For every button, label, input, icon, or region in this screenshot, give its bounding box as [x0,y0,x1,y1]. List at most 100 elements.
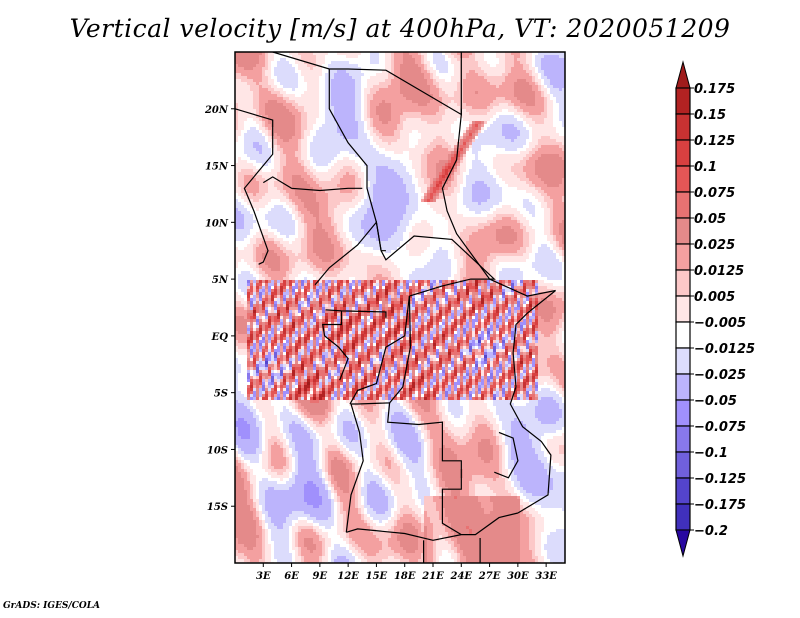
field-cell [523,172,526,175]
field-cell [319,70,322,73]
field-cell [547,187,550,190]
field-cell [544,115,547,118]
field-cell [265,109,268,112]
field-cell [562,115,565,118]
field-cell [292,208,295,211]
field-cell [367,142,370,145]
field-cell [397,70,400,73]
field-cell [268,58,271,61]
field-cell [550,67,553,70]
field-cell [331,106,334,109]
field-cell [418,166,421,169]
field-cell [241,166,244,169]
field-cell [313,115,316,118]
field-cell [295,124,298,127]
field-cell [304,64,307,67]
field-cell [511,97,514,100]
field-cell [298,121,301,124]
field-cell [286,139,289,142]
field-cell [448,187,451,190]
field-cell [538,181,541,184]
field-cell [325,184,328,187]
field-cell [442,64,445,67]
field-cell [256,58,259,61]
field-cell [334,82,337,85]
field-cell [346,97,349,100]
field-cell [553,148,556,151]
field-cell [286,178,289,181]
field-cell [391,124,394,127]
field-cell [295,133,298,136]
field-cell [241,82,244,85]
field-cell [310,187,313,190]
field-cell [448,166,451,169]
field-cell [265,73,268,76]
field-cell [361,133,364,136]
field-cell [532,97,535,100]
field-cell [436,145,439,148]
field-cell [550,178,553,181]
field-cell [466,79,469,82]
field-cell [337,196,340,199]
field-cell [499,193,502,196]
field-cell [253,151,256,154]
field-cell [322,151,325,154]
field-cell [406,199,409,202]
field-cell [256,187,259,190]
field-cell [364,160,367,163]
field-cell [346,103,349,106]
field-cell [316,181,319,184]
field-cell [424,190,427,193]
field-cell [532,109,535,112]
field-cell [391,64,394,67]
field-cell [259,205,262,208]
field-cell [451,196,454,199]
field-cell [421,94,424,97]
field-cell [268,184,271,187]
field-cell [556,91,559,94]
field-cell [373,172,376,175]
field-cell [472,178,475,181]
field-cell [274,151,277,154]
field-cell [253,154,256,157]
field-cell [424,148,427,151]
field-cell [556,205,559,208]
field-cell [244,118,247,121]
field-cell [409,187,412,190]
field-cell [331,190,334,193]
field-cell [238,202,241,205]
field-cell [385,205,388,208]
field-cell [514,79,517,82]
field-cell [547,205,550,208]
field-cell [322,184,325,187]
field-cell [400,205,403,208]
field-cell [301,52,304,55]
field-cell [526,118,529,121]
field-cell [298,154,301,157]
field-cell [553,181,556,184]
field-cell [463,163,466,166]
field-cell [238,61,241,64]
field-cell [418,52,421,55]
field-cell [457,166,460,169]
field-cell [457,151,460,154]
field-cell [421,61,424,64]
field-cell [304,151,307,154]
field-cell [469,82,472,85]
field-cell [370,109,373,112]
field-cell [256,184,259,187]
field-cell [292,145,295,148]
field-cell [517,157,520,160]
field-cell [538,136,541,139]
field-cell [439,97,442,100]
field-cell [457,157,460,160]
field-cell [523,70,526,73]
field-cell [328,181,331,184]
field-cell [319,202,322,205]
field-cell [430,136,433,139]
field-cell [421,88,424,91]
field-cell [412,61,415,64]
field-cell [397,115,400,118]
field-cell [421,160,424,163]
field-cell [262,97,265,100]
